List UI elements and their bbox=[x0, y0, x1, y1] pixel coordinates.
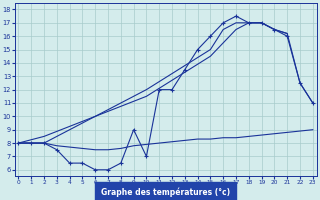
X-axis label: Graphe des températures (°c): Graphe des températures (°c) bbox=[101, 188, 230, 197]
